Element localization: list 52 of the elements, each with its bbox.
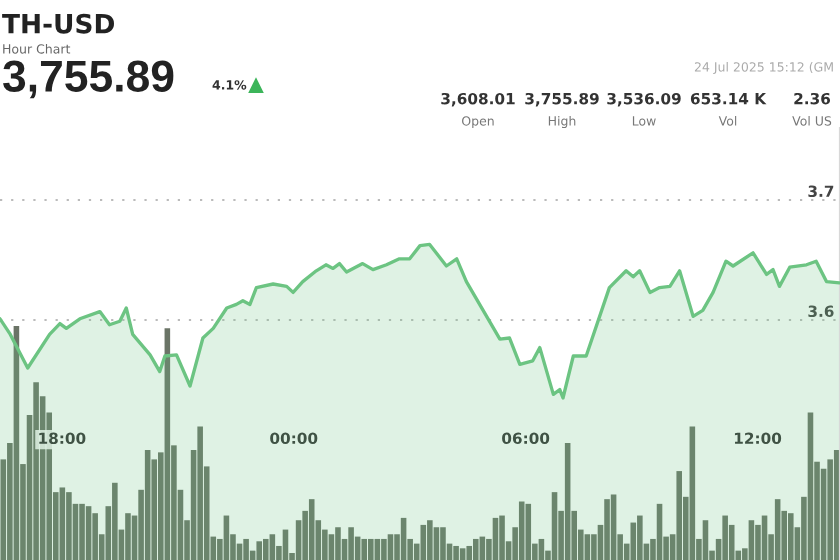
bar <box>348 527 354 560</box>
bar <box>676 471 683 560</box>
bar <box>269 534 276 560</box>
bar <box>518 501 525 560</box>
bar <box>755 524 761 560</box>
bar <box>833 450 840 560</box>
bar <box>262 538 269 560</box>
bar <box>367 538 374 560</box>
bar <box>387 534 394 560</box>
bar <box>335 527 341 560</box>
chart-title: TH-USD <box>2 13 114 34</box>
bar <box>472 538 479 560</box>
bar <box>787 513 794 560</box>
bar <box>112 482 118 560</box>
bar <box>256 541 263 560</box>
bar <box>92 513 98 560</box>
bar <box>59 487 66 560</box>
bar <box>381 538 387 560</box>
bar <box>420 524 427 560</box>
bar <box>459 548 466 560</box>
bar <box>85 506 92 560</box>
bar <box>538 538 545 560</box>
bar <box>551 492 558 560</box>
bar <box>453 545 459 560</box>
bar <box>328 534 335 560</box>
bar <box>243 538 249 560</box>
bar <box>499 515 505 560</box>
bar <box>433 527 440 560</box>
bar <box>79 503 85 560</box>
bar <box>564 443 571 560</box>
bar <box>197 426 203 560</box>
bar <box>440 527 446 560</box>
bar <box>427 520 433 560</box>
bar <box>144 450 151 560</box>
text: 3,755.89 <box>3 60 174 99</box>
bar <box>66 492 72 560</box>
bar <box>728 524 735 560</box>
bar <box>610 494 617 560</box>
bar <box>604 499 610 560</box>
bar <box>774 499 781 560</box>
bar <box>637 515 643 560</box>
bar <box>702 520 709 560</box>
bar <box>584 534 591 560</box>
bar <box>525 503 532 560</box>
bar <box>748 520 755 560</box>
bar <box>308 499 315 560</box>
bar <box>374 538 381 560</box>
bar <box>466 545 473 560</box>
bar <box>125 513 131 560</box>
bar <box>630 522 637 560</box>
bar <box>722 515 728 560</box>
bar <box>361 538 368 560</box>
